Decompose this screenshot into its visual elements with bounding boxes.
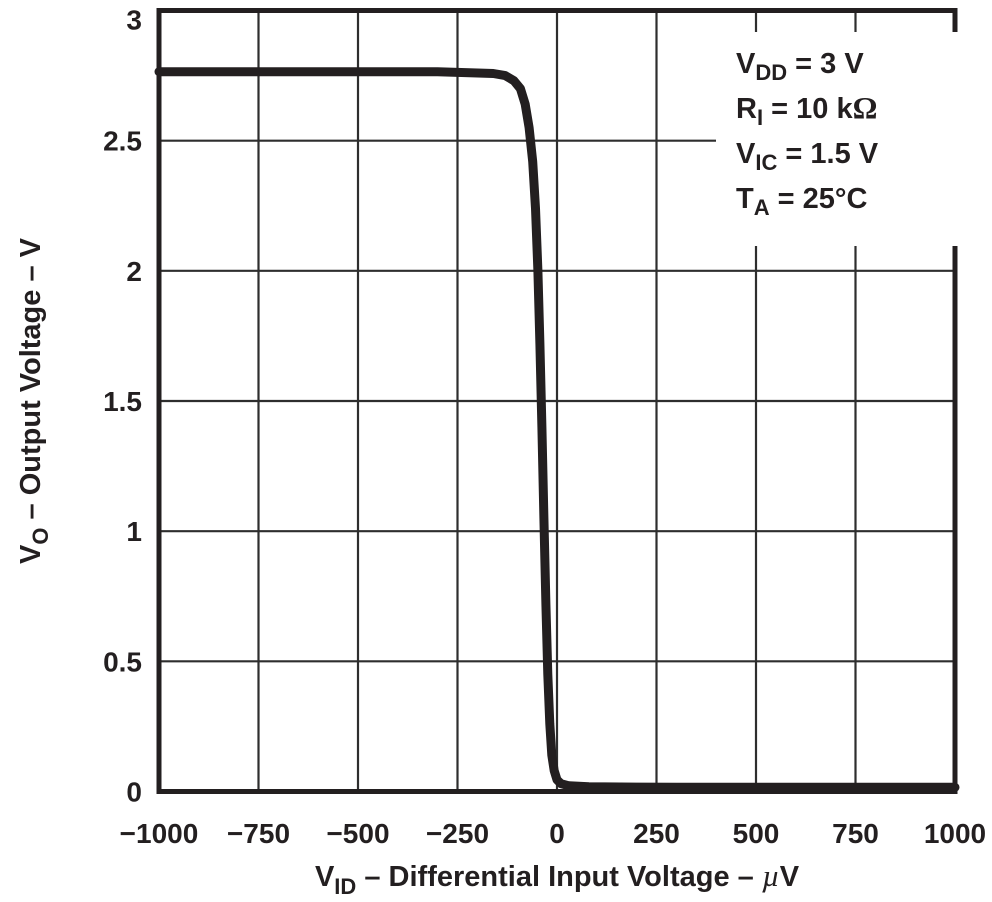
y-tick-label: 2 (126, 256, 142, 287)
condition-ri: RI = 10 kΩ (736, 90, 878, 130)
condition-vdd: VDD = 3 V (736, 48, 864, 85)
x-tick-label: −500 (326, 818, 389, 849)
x-tick-label: 0 (549, 818, 565, 849)
x-axis-tick-labels: −1000 −750 −500 −250 0 250 500 750 1000 (120, 818, 986, 849)
y-axis-tick-labels: 3 2.5 2 1.5 1 0.5 0 (103, 5, 142, 808)
plot-border (156, 8, 958, 794)
test-conditions-annotation: VDD = 3 V RI = 10 kΩ VIC = 1.5 V TA = 25… (716, 32, 962, 246)
x-tick-label: −1000 (120, 818, 199, 849)
x-tick-label: 500 (733, 818, 780, 849)
y-tick-label: 0 (126, 777, 142, 808)
x-tick-label: 750 (832, 818, 879, 849)
x-tick-label: −750 (227, 818, 290, 849)
y-tick-label: 0.5 (103, 646, 142, 677)
x-tick-label: −250 (426, 818, 489, 849)
y-tick-label: 3 (126, 5, 142, 36)
y-tick-label: 2.5 (103, 126, 142, 157)
x-tick-label: 1000 (924, 818, 986, 849)
x-axis-title: VID – Differential Input Voltage – µV (315, 858, 800, 899)
y-axis-title: VO – Output Voltage – V (15, 237, 53, 564)
condition-vic: VIC = 1.5 V (736, 138, 879, 175)
condition-ta: TA = 25°C (736, 183, 868, 220)
y-tick-label: 1.5 (103, 386, 142, 417)
x-tick-label: 250 (633, 818, 680, 849)
transfer-curve (154, 67, 960, 792)
y-tick-label: 1 (126, 516, 142, 547)
